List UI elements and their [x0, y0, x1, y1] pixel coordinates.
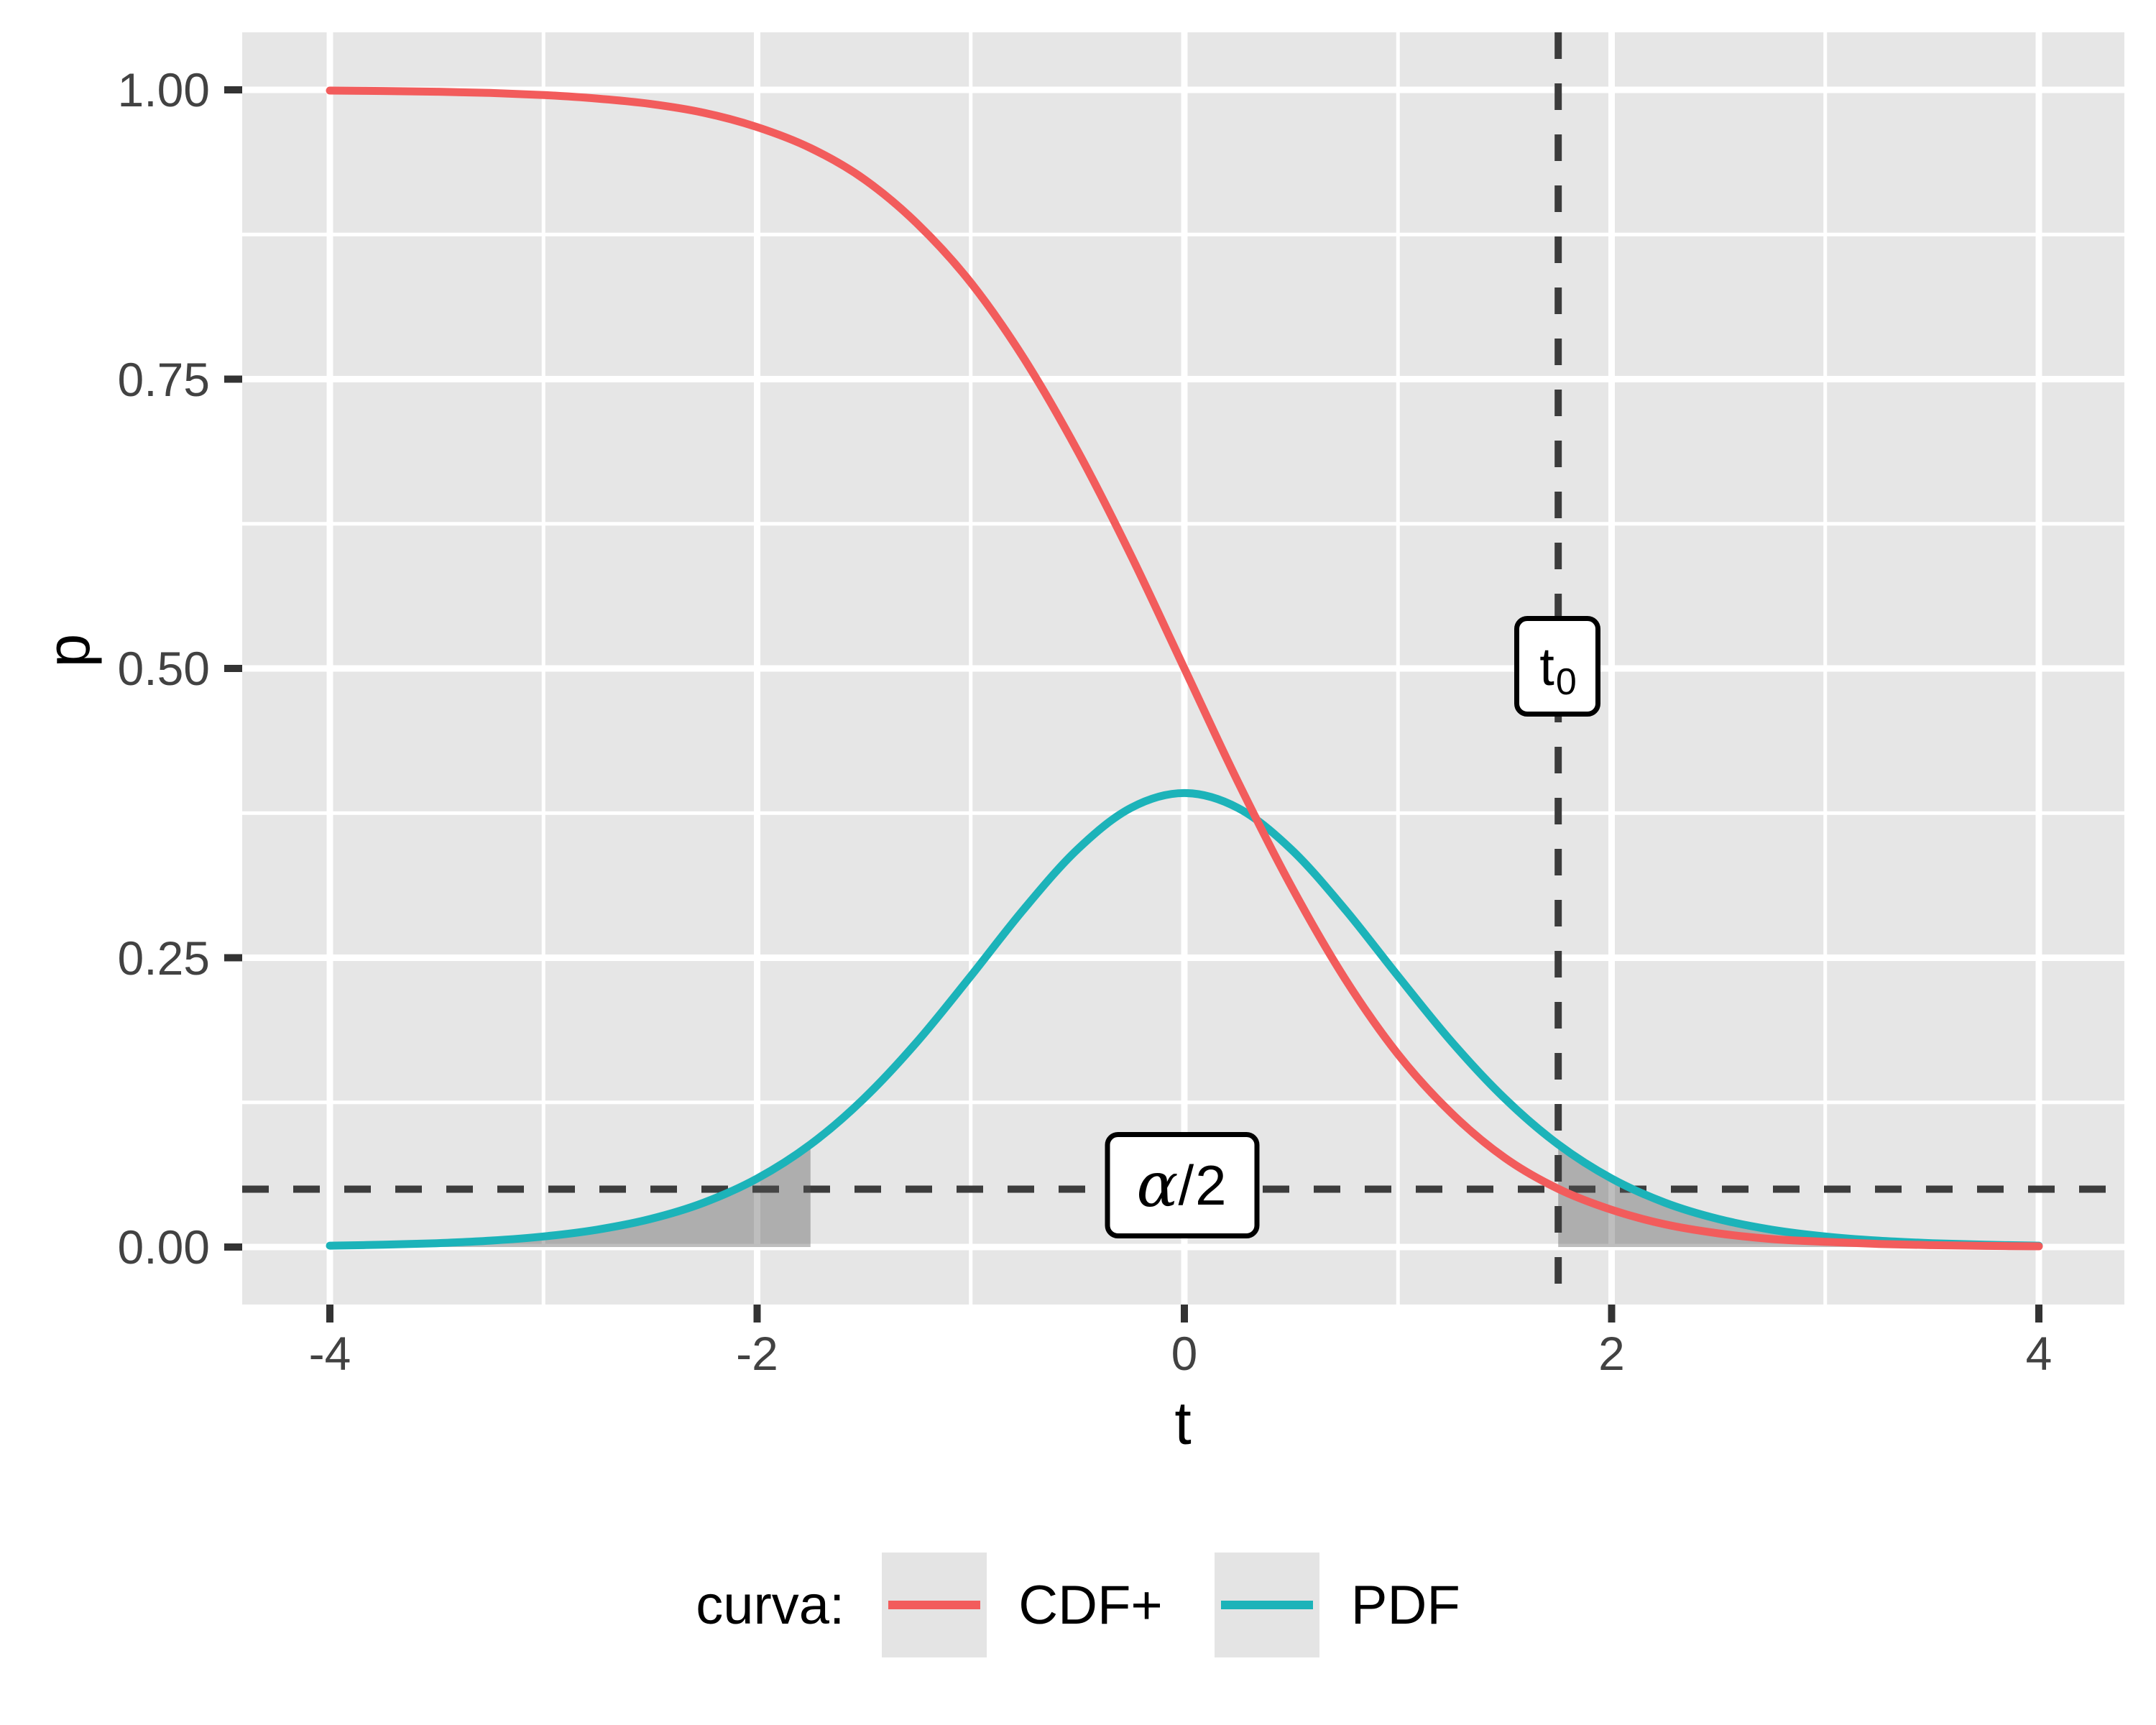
legend: curva: CDF+ PDF [0, 1552, 2156, 1657]
alpha-half-annotation-box: α/2 [1105, 1132, 1260, 1238]
x-axis-title: t [1174, 1389, 1192, 1457]
x-tick-label-0: 0 [1171, 1327, 1198, 1380]
legend-title: curva: [696, 1574, 845, 1636]
cdf-plus-curve [326, 86, 2043, 1251]
t0-label: t [1539, 636, 1554, 696]
y-axis-title: p [34, 633, 102, 668]
y-tick-label-0.00: 0.00 [117, 1220, 210, 1274]
right-tail-shade [1558, 1144, 2039, 1247]
legend-label-cdf: CDF+ [1018, 1574, 1163, 1636]
cdf-line-swatch-icon [888, 1601, 981, 1609]
legend-entry-pdf[interactable]: PDF [1214, 1552, 1460, 1657]
alpha-symbol: α [1136, 1149, 1179, 1221]
legend-key-pdf [1214, 1552, 1319, 1657]
t0-label-subscript: 0 [1555, 661, 1577, 703]
y-tick-label-0.25: 0.25 [117, 931, 210, 985]
legend-label-pdf: PDF [1350, 1574, 1460, 1636]
y-tick-label-0.50: 0.50 [117, 642, 210, 695]
legend-entry-cdf[interactable]: CDF+ [882, 1552, 1215, 1657]
left-tail-shade [330, 1144, 811, 1247]
pdf-curve [326, 788, 2043, 1250]
pdf-line-swatch-icon [1220, 1601, 1313, 1609]
legend-key-cdf [882, 1552, 987, 1657]
y-tick-label-0.75: 0.75 [117, 352, 210, 406]
alpha-half-rest: /2 [1178, 1153, 1228, 1217]
x-tick-label-2: 2 [1598, 1327, 1625, 1380]
x-tick-label-4: 4 [2025, 1327, 2053, 1380]
y-tick-label-1.00: 1.00 [117, 63, 210, 116]
x-tick-label--2: -2 [736, 1327, 778, 1380]
x-tick-label--4: -4 [308, 1327, 351, 1380]
